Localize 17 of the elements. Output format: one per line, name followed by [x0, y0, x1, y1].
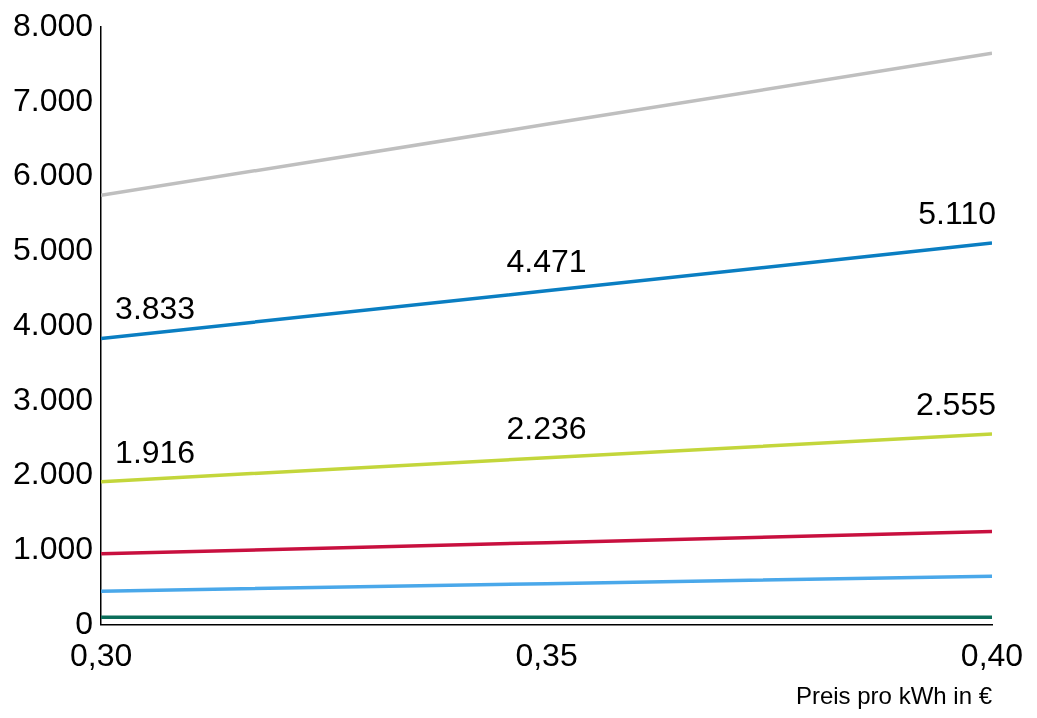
- y-tick-label: 7.000: [13, 81, 94, 118]
- y-tick-label: 3.000: [13, 380, 94, 417]
- x-tick-label: 0,40: [960, 636, 1024, 673]
- data-label: 3.833: [115, 290, 196, 327]
- y-tick-label: 8.000: [13, 7, 94, 44]
- y-tick-label: 5.000: [13, 231, 94, 268]
- data-label: 5.110: [918, 194, 996, 231]
- y-tick-label: 6.000: [13, 156, 94, 193]
- data-label: 4.471: [506, 242, 587, 279]
- y-tick-label: 2.000: [13, 455, 94, 492]
- x-tick-label: 0,35: [515, 636, 578, 673]
- y-tick-label: 1.000: [13, 529, 94, 566]
- y-tick-label: 4.000: [13, 305, 94, 342]
- data-label: 1.916: [115, 433, 196, 470]
- data-label: 2.236: [506, 409, 587, 446]
- x-axis-title: Preis pro kWh in €: [795, 682, 993, 710]
- data-label: 2.555: [915, 385, 996, 422]
